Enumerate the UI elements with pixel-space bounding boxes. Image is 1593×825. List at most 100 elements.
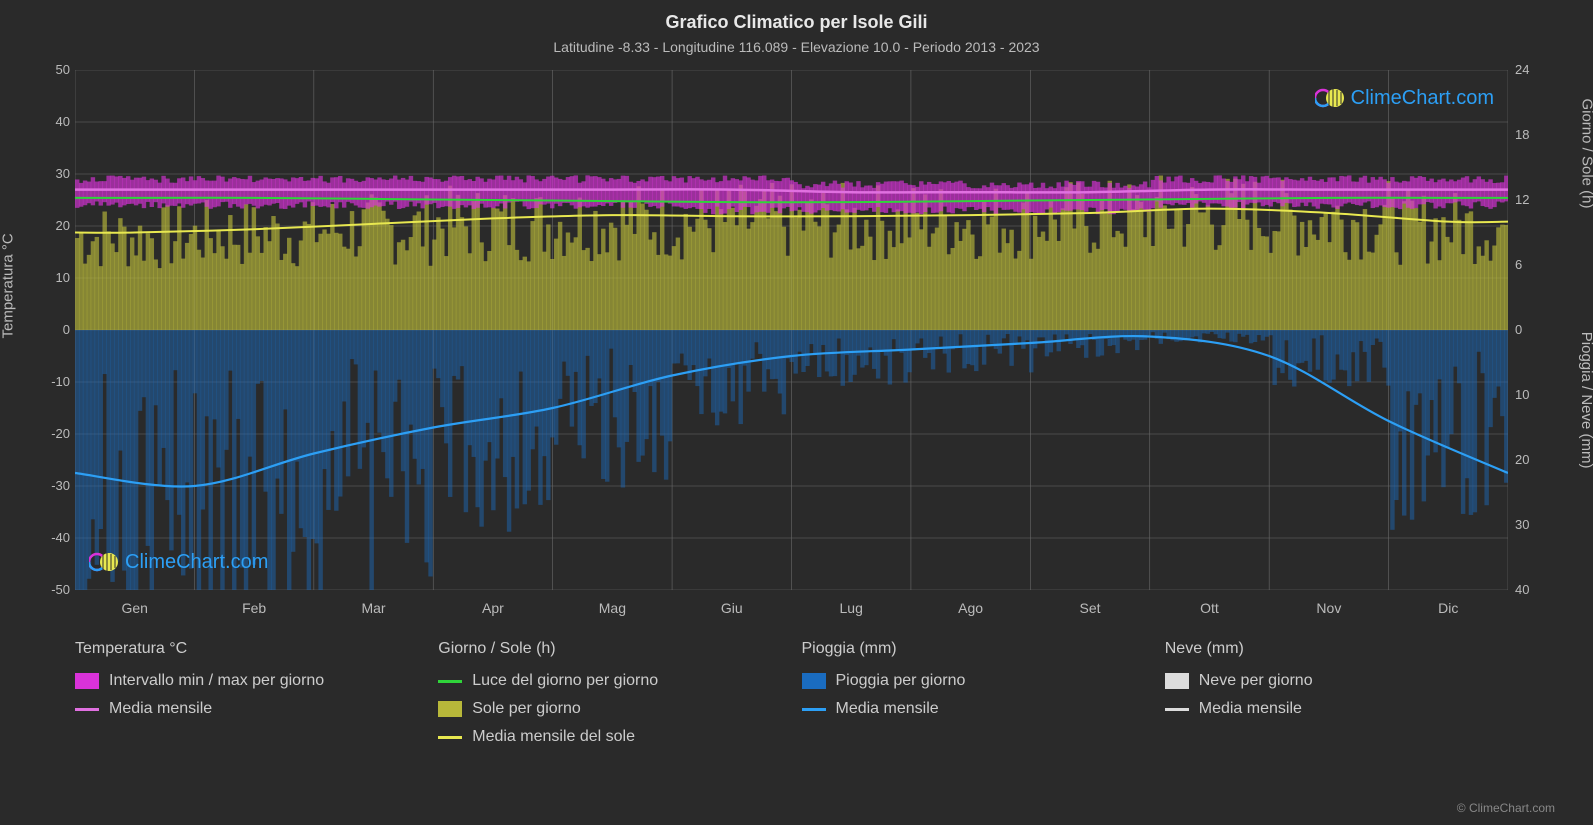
sun-bar — [110, 243, 114, 330]
rain-bar — [1402, 330, 1406, 516]
sun-bar — [260, 253, 264, 330]
temp-range-bar — [613, 179, 617, 202]
temp-range-bar — [401, 178, 405, 208]
temp-range-bar — [1402, 181, 1406, 204]
sun-bar — [1202, 212, 1206, 330]
rain-bar — [841, 330, 845, 386]
temp-range-bar — [919, 181, 923, 214]
rain-bar — [1359, 330, 1363, 341]
rain-bar — [656, 330, 660, 382]
sun-bar — [888, 231, 892, 330]
sun-bar — [1139, 202, 1143, 330]
rain-bar — [868, 330, 872, 347]
rain-bar — [75, 330, 79, 590]
temp-range-bar — [766, 180, 770, 212]
ytick-right: 0 — [1515, 322, 1539, 337]
rain-bar — [1504, 330, 1508, 483]
temp-range-bar — [1351, 181, 1355, 204]
legend-label: Neve per giorno — [1199, 672, 1313, 690]
xtick: Giu — [721, 600, 743, 616]
sun-bar — [208, 238, 212, 330]
temp-range-bar — [1261, 176, 1265, 206]
sun-bar — [530, 221, 534, 330]
sun-bar — [385, 219, 389, 330]
sun-bar — [813, 222, 817, 330]
rain-bar — [1068, 330, 1072, 344]
rain-bar — [982, 330, 986, 365]
sun-bar — [393, 265, 397, 330]
rain-bar — [1269, 330, 1273, 335]
rain-bar — [1174, 330, 1178, 342]
sun-bar — [377, 202, 381, 330]
temp-range-bar — [931, 184, 935, 213]
rain-bar — [1060, 330, 1064, 341]
sun-bar — [837, 225, 841, 330]
rain-bar — [369, 330, 373, 590]
sun-bar — [1367, 252, 1371, 330]
temp-range-bar — [1005, 185, 1009, 210]
temp-range-bar — [291, 177, 295, 207]
temp-range-bar — [821, 182, 825, 208]
rain-bar — [640, 330, 644, 456]
rain-bar — [1096, 330, 1100, 357]
sun-bar — [935, 228, 939, 330]
rain-bar — [1225, 330, 1229, 333]
sun-bar — [896, 209, 900, 330]
rain-bar — [1347, 330, 1351, 386]
rain-bar — [381, 330, 385, 452]
sun-bar — [558, 222, 562, 330]
temp-range-bar — [695, 177, 699, 209]
temp-range-bar — [1386, 183, 1390, 208]
rain-bar — [1206, 330, 1210, 334]
temp-range-bar — [699, 179, 703, 209]
sun-bar — [1398, 265, 1402, 330]
sun-bar — [487, 251, 491, 330]
sun-bar — [126, 266, 130, 330]
sun-bar — [1437, 260, 1441, 330]
sun-bar — [880, 221, 884, 330]
rain-bar — [923, 330, 927, 358]
rain-bar — [330, 330, 334, 431]
rain-bar — [511, 330, 515, 457]
sun-bar — [1378, 224, 1382, 330]
rain-bar — [707, 330, 711, 359]
rain-bar — [526, 330, 530, 491]
rain-bar — [236, 330, 240, 419]
rain-bar — [581, 330, 585, 458]
sun-bar — [499, 211, 503, 330]
legend-label: Sole per giorno — [472, 700, 581, 718]
sun-bar — [1457, 220, 1461, 330]
temp-range-bar — [884, 182, 888, 213]
sun-bar — [1163, 205, 1167, 330]
sun-bar — [1449, 242, 1453, 330]
sun-bar — [1492, 246, 1496, 330]
ytick-left: -40 — [42, 530, 70, 545]
rain-bar — [1429, 330, 1433, 400]
sun-bar — [947, 254, 951, 330]
rain-bar — [1484, 330, 1488, 505]
temp-range-bar — [825, 186, 829, 211]
temp-range-bar — [1320, 179, 1324, 203]
rain-bar — [212, 330, 216, 419]
rain-bar — [248, 330, 252, 457]
temp-range-bar — [295, 178, 299, 204]
sun-bar — [432, 240, 436, 330]
sun-bar — [495, 209, 499, 330]
rain-bar — [593, 330, 597, 403]
sun-bar — [801, 231, 805, 330]
temp-range-bar — [1021, 184, 1025, 209]
rain-bar — [432, 330, 436, 369]
sun-bar — [907, 237, 911, 330]
rain-bar — [1312, 330, 1316, 338]
temp-range-bar — [397, 180, 401, 209]
sun-bar — [1406, 190, 1410, 330]
temp-range-bar — [271, 179, 275, 204]
sun-bar — [1308, 220, 1312, 330]
temp-range-bar — [413, 181, 417, 206]
ytick-left: 0 — [42, 322, 70, 337]
rain-bar — [809, 330, 813, 344]
sun-bar — [581, 250, 585, 330]
temp-range-bar — [1076, 181, 1080, 209]
rain-bar — [456, 330, 460, 379]
sun-bar — [232, 245, 236, 330]
